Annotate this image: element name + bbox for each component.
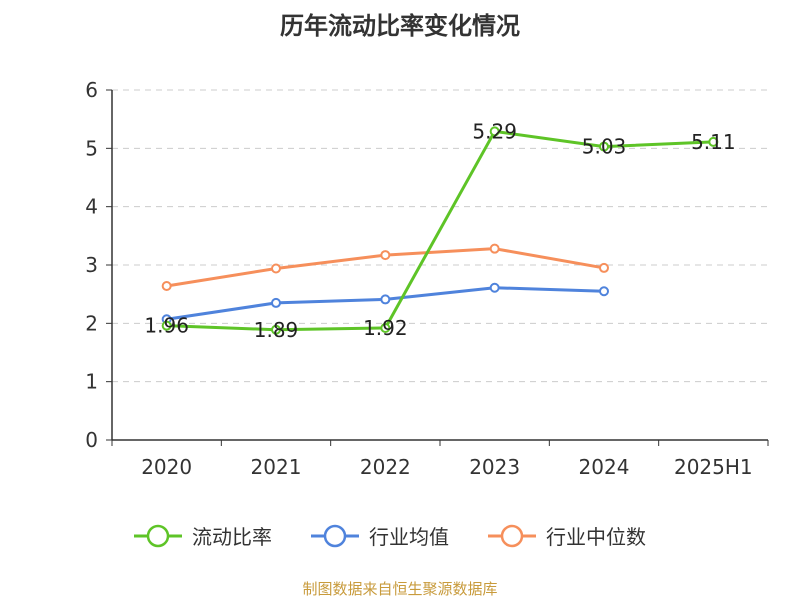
data-point [489,243,500,254]
data-point [708,136,719,147]
data-point [599,286,609,297]
x-tick-label: 2024 [579,455,630,479]
y-tick-label: 2 [85,311,98,335]
y-tick-label: 6 [85,78,98,102]
legend-label: 行业中位数 [546,525,646,549]
x-tick-label: 2021 [251,455,302,479]
y-tick-label: 5 [85,136,98,160]
y-tick-label: 4 [85,195,98,219]
legend-label: 行业均值 [369,525,449,549]
data-point [271,263,281,274]
series-line [165,129,715,332]
data-point [161,320,172,331]
data-point [161,281,172,291]
y-tick-label: 1 [85,370,98,394]
data-label: 1.92 [363,316,408,340]
x-tick-label: 2020 [141,455,192,479]
x-tick-label: 2023 [469,455,520,479]
data-point [271,324,281,335]
legend-marker [323,524,347,548]
data-point [271,297,281,308]
data-point [380,323,391,333]
data-point [380,250,391,261]
source-note: 制图数据来自恒生聚源数据库 [302,580,498,598]
chart-title: 历年流动比率变化情况 [280,12,520,40]
data-point [489,126,500,137]
data-label: 5.03 [582,135,627,159]
data-point [599,141,609,152]
data-point [489,282,500,293]
data-label: 1.96 [144,314,189,338]
y-tick-label: 3 [85,253,98,277]
x-tick-label: 2022 [360,455,411,479]
data-label: 5.11 [691,130,736,154]
y-tick-label: 0 [85,428,98,452]
data-label: 5.29 [472,119,517,143]
legend-label: 流动比率 [192,525,272,549]
data-point [380,294,391,305]
data-label: 1.89 [254,318,299,342]
x-tick-label: 2025H1 [674,455,753,479]
legend-marker [146,524,170,548]
legend-marker [500,524,524,548]
data-point [599,262,609,273]
